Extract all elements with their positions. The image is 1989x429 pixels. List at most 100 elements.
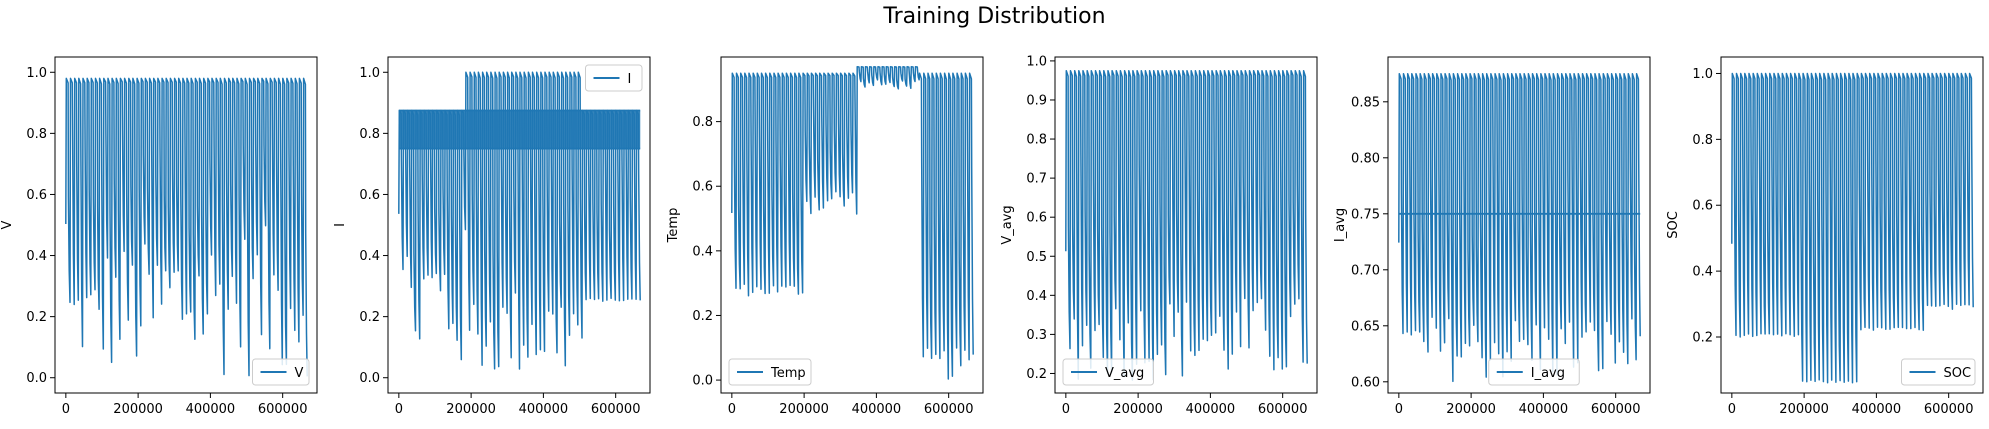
x-tick-label: 200000 bbox=[446, 402, 496, 417]
y-tick-label: 1.0 bbox=[26, 66, 47, 81]
y-tick-label: 0.2 bbox=[26, 310, 47, 325]
legend-1: V bbox=[252, 358, 310, 386]
y-tick-label: 0.2 bbox=[359, 310, 380, 325]
x-tick-label: 600000 bbox=[591, 402, 641, 417]
y-axis-label: V_avg bbox=[1000, 205, 1015, 244]
y-axis-label: Temp bbox=[666, 208, 681, 244]
x-tick-label: 0 bbox=[728, 402, 736, 417]
figure-title: Training Distribution bbox=[883, 4, 1106, 29]
y-tick-label: 0.4 bbox=[359, 249, 380, 264]
y-tick-label: 0.6 bbox=[1692, 199, 1713, 214]
y-tick-label: 0.6 bbox=[692, 180, 713, 195]
y-tick-label: 0.70 bbox=[1351, 263, 1380, 278]
y-tick-label: 1.0 bbox=[1692, 67, 1713, 82]
series-line-2 bbox=[398, 71, 641, 370]
x-tick-label: 0 bbox=[1062, 402, 1070, 417]
legend-box bbox=[1901, 358, 1976, 386]
legend-2: I bbox=[585, 64, 643, 92]
legend-label: Temp bbox=[770, 366, 806, 381]
legend-label: SOC bbox=[1944, 366, 1972, 381]
series-band-line-2 bbox=[398, 109, 641, 150]
series-line-4 bbox=[1065, 69, 1308, 381]
y-tick-label: 0.8 bbox=[1026, 133, 1047, 148]
y-tick-label: 0.85 bbox=[1351, 95, 1380, 110]
subplot-6: 0 200000 400000 600000 0.2 0.4 0.6 0.8 1.0 SOC SOC bbox=[1666, 56, 1984, 417]
x-tick-label: 600000 bbox=[1924, 402, 1974, 417]
x-tick-label: 0 bbox=[1395, 402, 1403, 417]
y-axis-label: SOC bbox=[1666, 211, 1681, 239]
x-tick-label: 200000 bbox=[1779, 402, 1829, 417]
x-tick-label: 200000 bbox=[779, 402, 829, 417]
x-tick-label: 400000 bbox=[519, 402, 569, 417]
axes-frame-1 bbox=[54, 56, 318, 394]
legend-label: I bbox=[628, 72, 632, 87]
y-tick-label: 1.0 bbox=[359, 66, 380, 81]
x-tick-label: 400000 bbox=[1519, 402, 1569, 417]
legend-label: V bbox=[295, 366, 304, 381]
axes-frame-5 bbox=[1387, 56, 1651, 394]
legend-box bbox=[1488, 358, 1580, 386]
y-tick-label: 0.0 bbox=[692, 374, 713, 389]
y-tick-label: 0.6 bbox=[26, 188, 47, 203]
y-tick-label: 0.6 bbox=[1026, 211, 1047, 226]
series-line-6 bbox=[1731, 72, 1974, 384]
y-tick-label: 0.0 bbox=[26, 371, 47, 386]
series-line-5 bbox=[1398, 73, 1641, 383]
y-tick-label: 0.7 bbox=[1026, 172, 1047, 187]
legend-label: V_avg bbox=[1105, 366, 1144, 381]
x-tick-label: 600000 bbox=[258, 402, 308, 417]
legend-box bbox=[728, 358, 812, 386]
x-tick-label: 200000 bbox=[1113, 402, 1163, 417]
x-tick-label: 600000 bbox=[1258, 402, 1308, 417]
y-tick-label: 0.3 bbox=[1026, 328, 1047, 343]
y-tick-label: 0.0 bbox=[359, 371, 380, 386]
y-tick-label: 0.8 bbox=[1692, 133, 1713, 148]
y-tick-label: 0.2 bbox=[1692, 331, 1713, 346]
subplot-3: 0 200000 400000 600000 0.0 0.2 0.4 0.6 0.8 Temp Te… bbox=[666, 56, 984, 417]
y-tick-label: 0.8 bbox=[359, 127, 380, 142]
legend-label: I_avg bbox=[1531, 366, 1565, 381]
axes-frame-4 bbox=[1054, 56, 1318, 394]
x-tick-label: 200000 bbox=[1446, 402, 1496, 417]
legend-3: Temp bbox=[728, 358, 812, 386]
x-tick-label: 600000 bbox=[924, 402, 974, 417]
x-tick-label: 0 bbox=[1728, 402, 1736, 417]
y-tick-label: 0.60 bbox=[1351, 375, 1380, 390]
y-tick-label: 0.2 bbox=[692, 309, 713, 324]
subplot-5: 0 200000 400000 600000 0.60 0.65 0.70 0.75 0.80 0… bbox=[1333, 56, 1651, 417]
y-tick-label: 0.6 bbox=[359, 188, 380, 203]
subplot-1: 0 200000 400000 600000 0.0 0.2 0.4 0.6 0.8 1.0 V V bbox=[0, 56, 318, 417]
x-tick-label: 400000 bbox=[852, 402, 902, 417]
x-tick-label: 200000 bbox=[113, 402, 163, 417]
axes-frame-6 bbox=[1720, 56, 1984, 394]
y-tick-label: 0.8 bbox=[26, 127, 47, 142]
y-tick-label: 0.65 bbox=[1351, 319, 1380, 334]
x-tick-label: 0 bbox=[395, 402, 403, 417]
legend-5: I_avg bbox=[1488, 358, 1580, 386]
x-tick-label: 400000 bbox=[1186, 402, 1236, 417]
y-tick-label: 0.9 bbox=[1026, 93, 1047, 108]
x-tick-label: 600000 bbox=[1591, 402, 1641, 417]
y-tick-label: 0.5 bbox=[1026, 250, 1047, 265]
y-axis-label: I bbox=[333, 223, 348, 227]
y-tick-label: 0.4 bbox=[692, 244, 713, 259]
series-line-1 bbox=[65, 77, 308, 377]
subplot-4: 0 200000 400000 600000 0.2 0.3 0.4 0.5 0.6 0.7 0.8… bbox=[1000, 54, 1318, 417]
x-tick-label: 400000 bbox=[186, 402, 236, 417]
y-tick-label: 0.4 bbox=[1026, 289, 1047, 304]
y-axis-label: V bbox=[0, 220, 15, 229]
subplot-2: 0 200000 400000 600000 0.0 0.2 0.4 0.6 0.8 1.0 I I bbox=[333, 56, 651, 417]
legend-6: SOC bbox=[1901, 358, 1976, 386]
y-tick-label: 0.2 bbox=[1026, 367, 1047, 382]
series-line-3 bbox=[731, 65, 974, 380]
y-tick-label: 0.75 bbox=[1351, 207, 1380, 222]
legend-box bbox=[1062, 358, 1154, 386]
axes-frame-3 bbox=[720, 56, 984, 394]
x-tick-label: 400000 bbox=[1852, 402, 1902, 417]
x-tick-label: 0 bbox=[62, 402, 70, 417]
y-tick-label: 0.80 bbox=[1351, 151, 1380, 166]
y-tick-label: 0.4 bbox=[26, 249, 47, 264]
y-tick-label: 0.8 bbox=[692, 115, 713, 130]
y-tick-label: 0.4 bbox=[1692, 265, 1713, 280]
